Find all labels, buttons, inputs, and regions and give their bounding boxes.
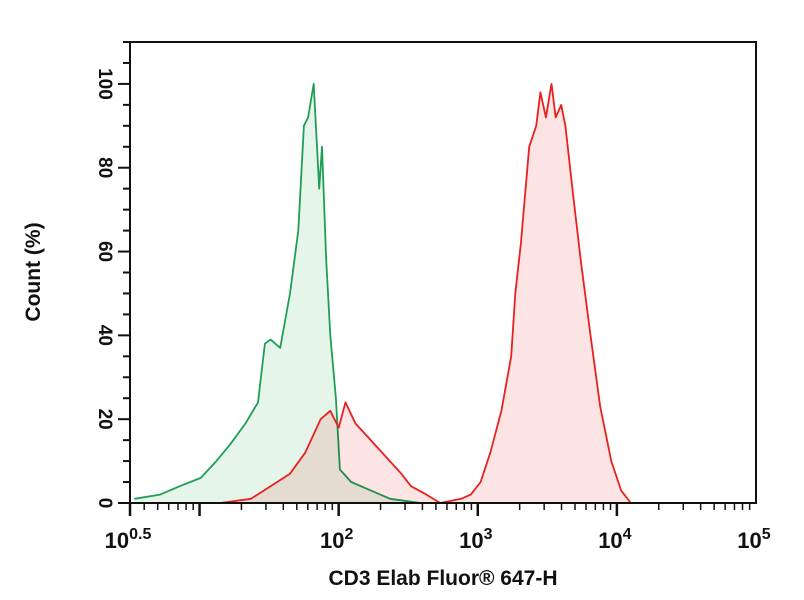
plot-frame xyxy=(129,41,757,504)
y-tick-label: 80 xyxy=(94,157,115,178)
x-tick-label: 103 xyxy=(459,526,492,553)
y-tick-label: 60 xyxy=(94,241,115,262)
y-tick-label: 100 xyxy=(94,68,115,100)
series-0-fill xyxy=(134,83,421,504)
y-tick-label: 0 xyxy=(94,498,115,509)
axis-layer: 0 20 40 60 80 100 100.5 102 103 104 105 xyxy=(94,41,771,553)
x-tick-label: 104 xyxy=(598,526,631,553)
y-tick-label: 20 xyxy=(94,409,115,430)
series-layer xyxy=(134,83,632,504)
series-1-line xyxy=(220,83,632,504)
x-tick-label: 102 xyxy=(320,526,353,553)
y-axis-title: Count (%) xyxy=(22,222,45,321)
y-tick-label: 40 xyxy=(94,325,115,346)
x-tick-label: 105 xyxy=(737,526,770,553)
x-tick-label: 100.5 xyxy=(105,526,152,553)
x-axis-title: CD3 Elab Fluor® 647-H xyxy=(328,567,557,590)
series-1-fill xyxy=(220,83,631,504)
